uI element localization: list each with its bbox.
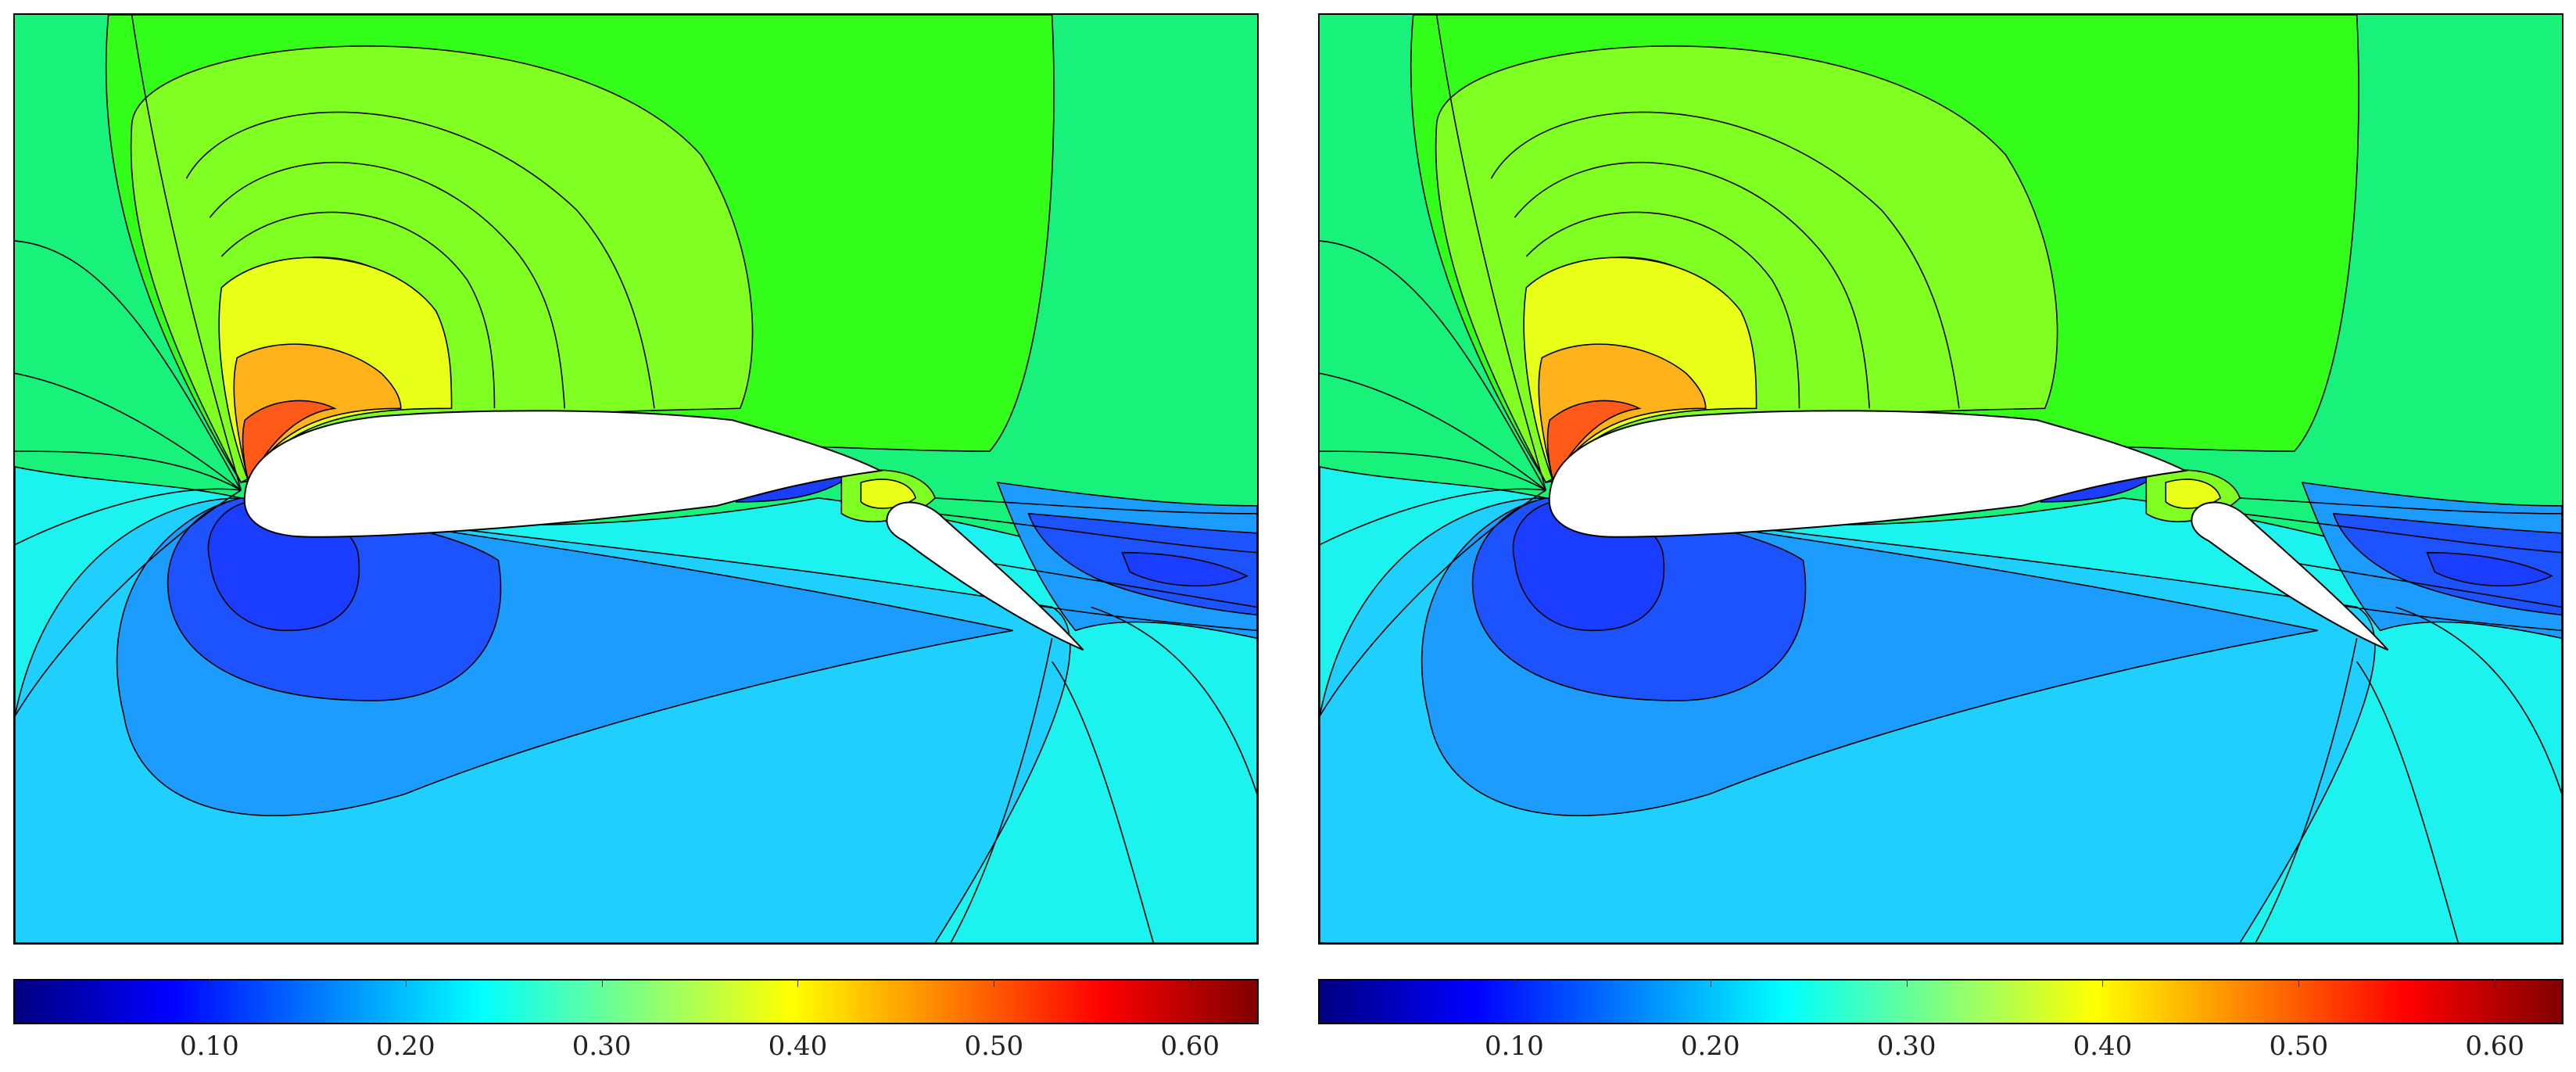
contour-line	[2278, 559, 2562, 608]
colorbar-tick-mark	[2298, 979, 2300, 987]
contour-line	[209, 162, 566, 409]
contour-line	[2395, 606, 2562, 794]
contour-line	[950, 638, 1053, 943]
upper-contour-band	[1538, 343, 1707, 485]
contour-line	[1514, 162, 1871, 409]
upper-contour-band	[233, 343, 402, 485]
right-contour-panel	[1318, 13, 2563, 945]
colorbar-tick-label: 0.60	[2465, 1031, 2525, 1062]
right-colorbar	[1318, 979, 2563, 1024]
colorbar-tick-label: 0.30	[1876, 1031, 1936, 1062]
upper-contour-band	[1546, 400, 1642, 485]
colorbar-tick-mark	[601, 979, 603, 987]
flap-airfoil	[886, 501, 1084, 651]
contour-line	[15, 372, 242, 491]
contour-line	[934, 497, 1257, 514]
colorbar-tick-label: 0.10	[1485, 1031, 1544, 1062]
colorbar-tick-label: 0.10	[180, 1031, 239, 1062]
contour-line	[973, 559, 1257, 608]
contour-line	[1490, 111, 1960, 409]
contour-line	[185, 111, 655, 409]
contour-plot	[1320, 15, 2562, 943]
colorbar-tick-mark	[1190, 979, 1191, 987]
contour-line	[1320, 450, 1546, 491]
flap-contour-band	[2165, 479, 2222, 509]
colorbar-tick-mark	[2102, 979, 2104, 987]
colorbar-tick-label: 0.20	[1680, 1031, 1740, 1062]
contour-line	[1091, 606, 1257, 794]
colorbar-tick-label: 0.20	[375, 1031, 435, 1062]
contour-line	[15, 240, 242, 491]
contour-line	[131, 15, 242, 491]
colorbar-tick-label: 0.50	[2269, 1031, 2329, 1062]
left-colorbar-ticks: 0.10 0.20 0.30 0.40 0.50 0.60	[13, 979, 1259, 1071]
left-contour-panel	[13, 13, 1259, 945]
flap-airfoil	[2191, 501, 2389, 651]
contour-line	[2356, 661, 2460, 943]
colorbar-tick-label: 0.60	[1160, 1031, 1220, 1062]
upper-contour-band	[242, 400, 337, 485]
colorbar-tick-mark	[1906, 979, 1908, 987]
contour-line	[1320, 372, 1546, 491]
wake-contour-band	[2426, 551, 2553, 587]
colorbar-tick-label: 0.40	[768, 1031, 828, 1062]
main-element-airfoil	[243, 410, 883, 538]
contour-plot	[15, 15, 1257, 943]
contour-line	[220, 211, 496, 409]
colorbar-tick-mark	[797, 979, 799, 987]
contour-line	[2239, 497, 2562, 514]
contour-line	[15, 450, 242, 491]
contour-line	[1435, 15, 1547, 491]
contour-line	[1052, 661, 1155, 943]
colorbar-tick-label: 0.30	[571, 1031, 632, 1062]
flap-contour-band	[860, 479, 917, 509]
colorbar-tick-label: 0.50	[964, 1031, 1024, 1062]
contour-line	[1320, 488, 1546, 546]
right-colorbar-ticks: 0.10 0.20 0.30 0.40 0.50 0.60	[1318, 979, 2563, 1071]
contour-line	[1525, 211, 1800, 409]
main-element-airfoil	[1548, 410, 2188, 538]
contour-line	[2239, 513, 2562, 554]
colorbar-tick-label: 0.40	[2073, 1031, 2133, 1062]
contour-line	[934, 513, 1257, 554]
contour-line	[15, 489, 242, 717]
colorbar-tick-mark	[1514, 979, 1515, 987]
wake-contour-band	[1121, 551, 1249, 587]
colorbar-tick-mark	[405, 979, 407, 987]
contour-line	[15, 488, 242, 546]
contour-line	[1320, 489, 1546, 717]
contour-line	[1320, 240, 1546, 491]
left-colorbar	[13, 979, 1259, 1024]
contour-line	[2255, 638, 2358, 943]
